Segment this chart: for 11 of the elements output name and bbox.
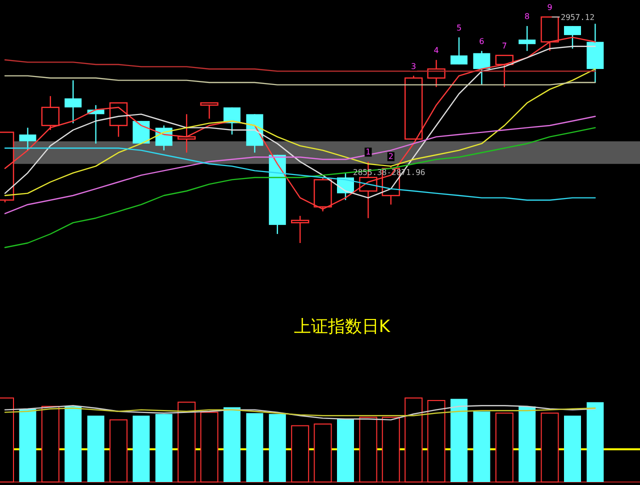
- text: 9: [547, 3, 552, 12]
- text: 上证指数日K: [294, 317, 391, 337]
- text: 2: [388, 152, 394, 162]
- text: 5: [456, 23, 462, 32]
- text: 6: [479, 36, 484, 46]
- annotation: 2957.12: [560, 13, 595, 22]
- text: 3: [411, 62, 416, 71]
- text: 7: [502, 41, 507, 50]
- text: 4: [434, 46, 439, 55]
- text: 1: [366, 148, 371, 157]
- text: 8: [524, 12, 530, 22]
